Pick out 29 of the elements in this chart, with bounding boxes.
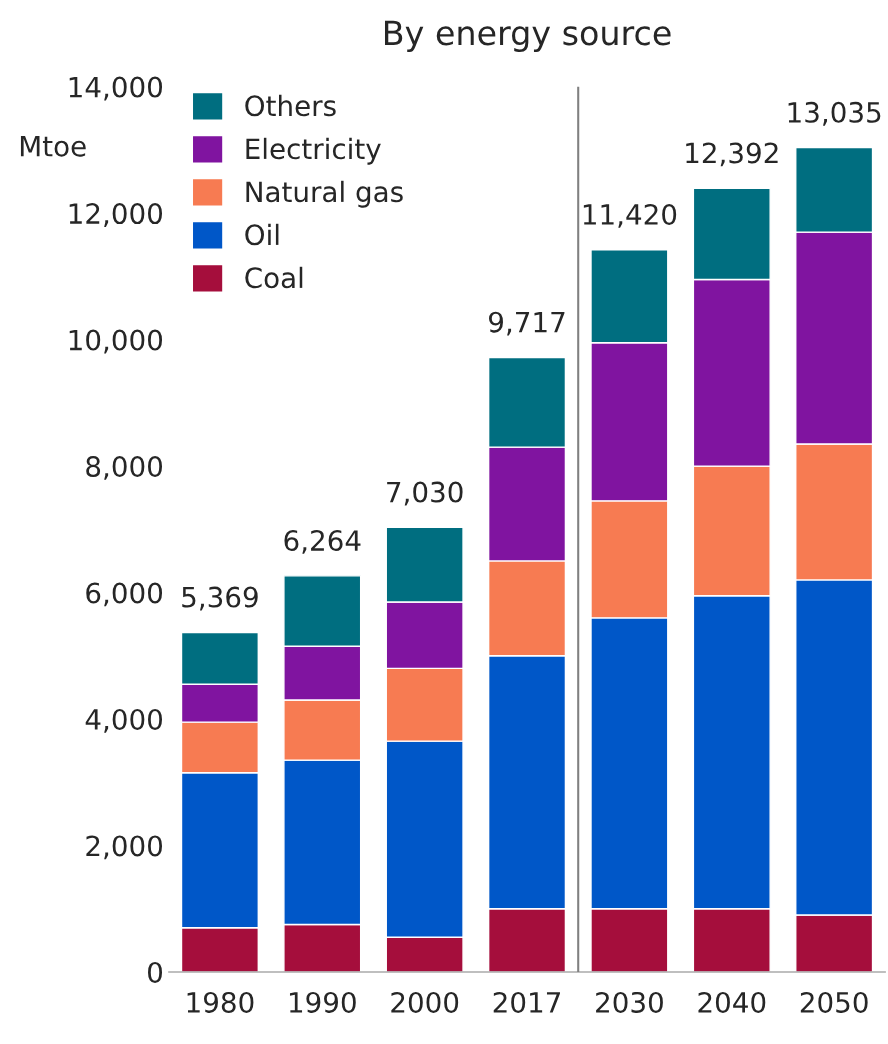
x-tick-label: 2017 [493, 991, 560, 1013]
y-tick-label: 8,000 [86, 456, 163, 480]
y-tick-label: 12,000 [69, 203, 163, 227]
legend-label: Natural gas [246, 180, 403, 208]
x-tick-label: 2050 [800, 991, 868, 1013]
total-label: 6,264 [284, 530, 361, 554]
y-tick-label: 2,000 [86, 835, 163, 860]
legend-label: Electricity [246, 137, 381, 165]
total-label: 5,369 [182, 586, 258, 611]
y-tick-label: 0 [148, 961, 163, 983]
x-tick-label: 2030 [596, 991, 663, 1013]
legend-label: Oil [245, 223, 279, 246]
total-label: 13,035 [788, 101, 881, 126]
legend-label: Coal [245, 266, 303, 289]
chart-title: By energy source [384, 20, 671, 52]
y-axis-title: Mtoe [20, 136, 86, 157]
x-tick-label: 1990 [289, 991, 356, 1013]
y-tick-label: 10,000 [69, 329, 163, 354]
x-tick-label: 2040 [698, 991, 766, 1013]
total-label: 7,030 [387, 481, 463, 506]
total-label: 12,392 [686, 142, 778, 167]
y-tick-label: 14,000 [69, 76, 163, 101]
y-tick-label: 4,000 [85, 708, 163, 733]
legend-label: Others [245, 94, 336, 117]
total-label: 11,420 [583, 203, 677, 228]
total-label: 9,717 [489, 311, 565, 336]
y-tick-label: 6,000 [86, 582, 163, 607]
x-tick-label: 2000 [391, 991, 459, 1013]
x-tick-label: 1980 [187, 991, 254, 1013]
